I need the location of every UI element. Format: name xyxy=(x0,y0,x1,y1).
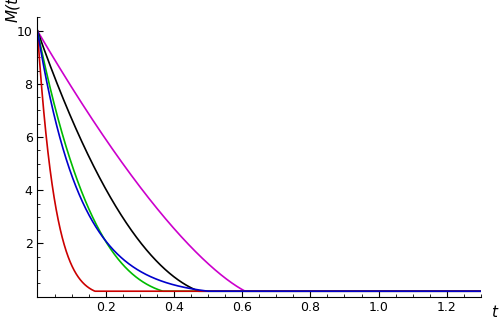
X-axis label: t: t xyxy=(491,305,497,320)
Y-axis label: M(t): M(t) xyxy=(4,0,20,22)
